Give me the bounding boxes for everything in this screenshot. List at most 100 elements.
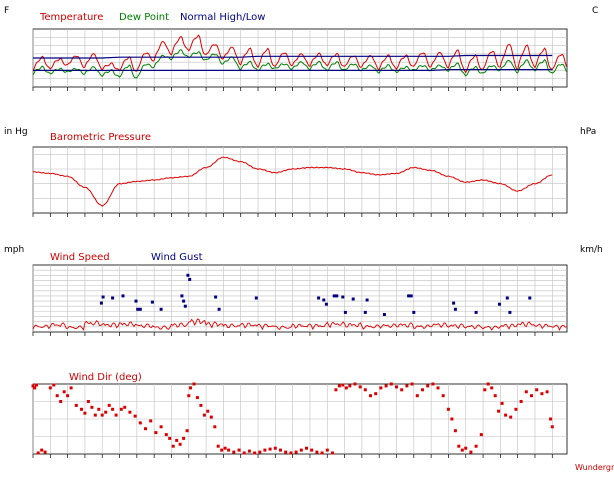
wind-dir-point [535,388,539,392]
wind-dir-point [43,450,47,454]
wind-dir-point [486,382,490,386]
legend-wind-dir: Wind Dir (deg) [69,372,142,383]
wind-gust-point [99,301,103,305]
wind-dir-point [374,392,378,396]
wind-dir-point [549,417,553,421]
wind-dir-point [363,388,367,392]
wind-dir-point [138,421,142,425]
wind-dir-point [446,407,450,411]
wind-dir-point [415,394,419,398]
pressure-units-right: hPa [580,127,596,137]
wind-dir-point [325,448,329,452]
wind-dir-point [315,450,319,454]
wind-dir-point [279,448,282,452]
wind-dir-point [369,394,372,398]
legend-wind-speed: Wind Speed [50,252,110,263]
wind-dir-point [263,448,267,452]
wind-dir-point [436,386,440,390]
wind-gust-point [528,296,532,300]
wind-dir-point [202,413,206,417]
wind-dir-point [133,414,137,418]
wind-dir-point [483,388,487,392]
wind-gust-point [363,310,367,314]
wind-gust-point [382,313,386,316]
wind-dir-point [464,446,468,450]
wind-dir-point [199,403,203,407]
wind-dir-point [86,400,90,403]
wind-dir-point [450,417,454,421]
wind-dir-point [305,446,308,450]
wind-dir-point [519,400,523,403]
wind-dir-point [192,382,196,386]
wind-dir-point [114,413,118,417]
wind-dir-point [405,384,409,388]
pressure-panel: in Hg hPa Barometric Pressure [4,127,596,217]
legend-wind-gust: Wind Gust [151,252,203,263]
wind-gust-point [159,307,163,311]
wind-dir-point [289,451,293,455]
wind-dir-point [52,383,56,387]
wind-gust-point [409,294,413,298]
wind-dir-point [36,451,40,455]
wind-dir-point [389,382,393,386]
wind-dir-point [168,436,172,440]
wind-dir-point [93,413,97,417]
wind-dir-point [187,394,191,398]
wind-gust-point [101,295,105,299]
wind-gust-point [412,310,416,314]
wind-dir-point [104,410,108,414]
wind-dir-point [144,427,147,431]
legend-temperature: Temperature [39,12,103,23]
temperature-panel: F C Temperature Dew Point Normal High/Lo… [4,6,598,91]
wind-gust-point [407,294,411,298]
wind-dir-point [48,386,52,390]
wind-dir-point [421,388,424,392]
legend-barometric-pressure: Barometric Pressure [50,132,151,143]
wind-dir-point [107,403,111,407]
wind-dir-point [59,400,63,403]
wind-dir-point [479,433,483,437]
wind-dir-panel: Wind Dir (deg) Wunderground [31,372,614,472]
wind-dir-point [540,392,544,396]
wind-dir-point [530,394,533,398]
wind-dir-point [320,451,324,455]
credit-text: Wunderground [575,463,614,472]
wind-dir-point [220,448,224,452]
wind-gust-point [254,296,258,300]
wind-dir-point [524,390,528,394]
wind-dir-point [97,407,101,411]
wind-dir-point [33,386,37,390]
wind-gust-point [332,294,336,298]
wind-dir-point [284,450,288,454]
pressure-line [32,156,553,207]
wind-dir-point [164,433,168,437]
wind-dir-point [344,386,348,390]
pressure-units-left: in Hg [4,127,28,137]
wind-dir-point [310,448,314,452]
wind-dir-point [469,450,473,454]
wind-dir-point [209,415,213,419]
wind-gust-point [322,298,326,302]
wind-dir-point [31,384,35,388]
wind-dir-point [395,385,398,389]
wind-dir-point [216,444,220,448]
wind-dir-point [90,405,94,409]
wind-gust-point [121,294,125,298]
wind-dir-point [258,450,262,454]
wind-dir-point [182,436,186,440]
wind-dir-point [341,383,345,387]
wind-dir-point [247,449,251,453]
legend-dew-point: Dew Point [119,12,169,23]
wind-dir-point [80,407,83,411]
wind-gust-point [341,295,345,299]
wind-dir-point [493,394,497,398]
wind-dir-point [410,382,414,386]
wind-dir-point [490,386,494,390]
wind-dir-point [149,419,153,423]
wind-dir-point [253,451,257,455]
wind-dir-point [337,384,341,388]
wind-speed-panel: mph km/h Wind Speed Wind Gust [4,245,603,336]
wind-gust-point [453,307,457,311]
wind-dir-point [175,438,179,442]
